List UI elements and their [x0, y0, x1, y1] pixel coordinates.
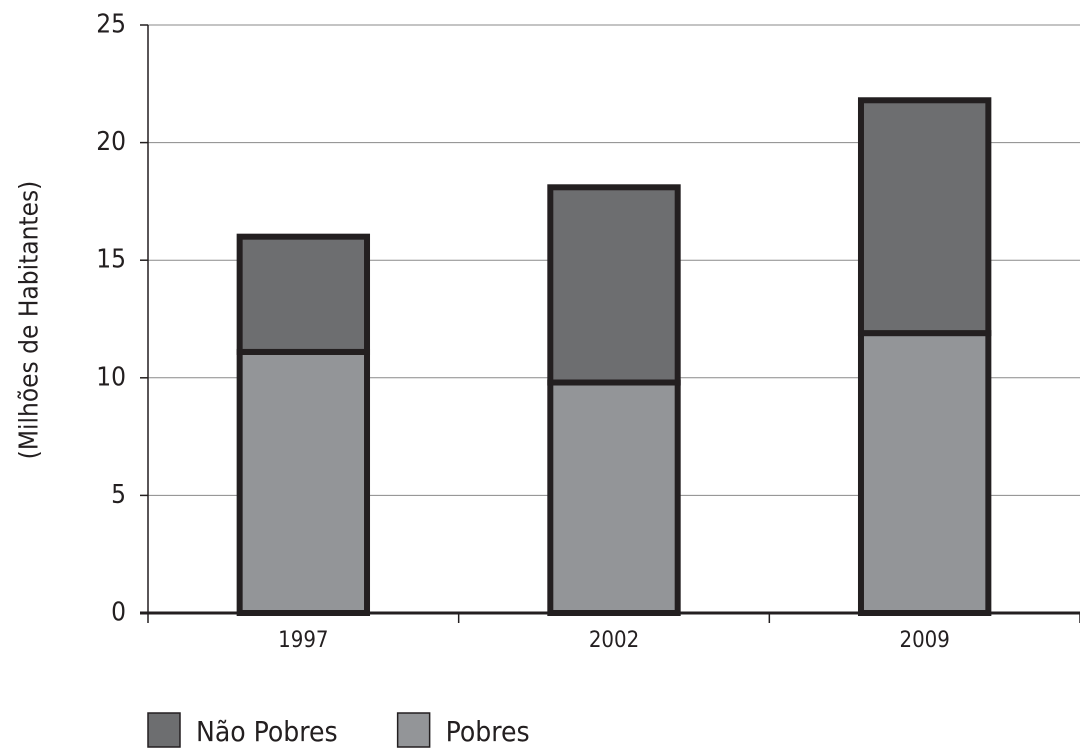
- y-tick-label: 0: [111, 598, 126, 628]
- bar-segment: [547, 184, 681, 386]
- y-tick-label: 25: [96, 10, 126, 40]
- y-tick-label: 10: [96, 362, 126, 392]
- y-tick-label: 5: [111, 480, 126, 510]
- bar-segment: [547, 379, 681, 616]
- y-axis-label: (Milhões de Habitantes): [15, 181, 45, 460]
- x-tick-label: 1997: [278, 628, 328, 653]
- y-tick-label: 15: [96, 245, 126, 275]
- legend-swatch: [396, 712, 431, 748]
- bar-segment: [857, 330, 992, 616]
- x-tick-label: 2009: [899, 628, 949, 653]
- y-tick-label: 20: [96, 127, 126, 157]
- legend-label: Pobres: [446, 715, 530, 748]
- legend-label: Não Pobres: [196, 715, 338, 748]
- bar-segment: [236, 233, 371, 355]
- bar-segment: [236, 348, 371, 616]
- x-tick-label: 2002: [589, 628, 639, 653]
- bar-segment: [857, 97, 992, 337]
- legend-swatch: [147, 712, 181, 748]
